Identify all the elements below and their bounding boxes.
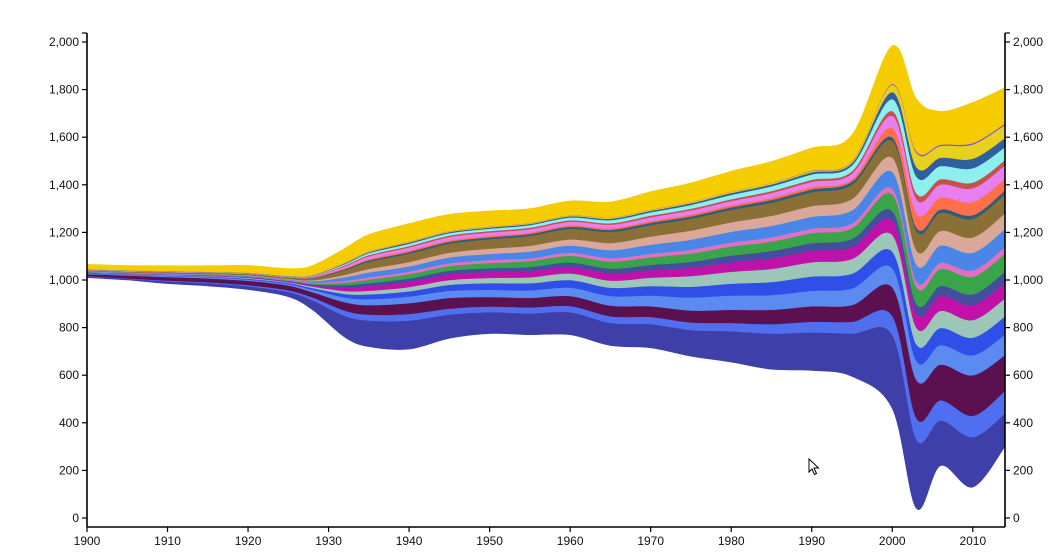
y-tick-label-left: 1,800 xyxy=(49,83,79,97)
x-axis: 1900 1910 1920 1930 1940 1950 1960 1970 1980 1990… xyxy=(74,526,1005,548)
y-tick-label-left: 1,000 xyxy=(49,273,79,287)
left-y-axis: 0 200 400 600 800 1,000 1,200 1,400 1,600 1,800 2,… xyxy=(49,32,88,527)
mouse-pointer-icon xyxy=(808,458,820,476)
y-tick-label-left: 2,000 xyxy=(49,35,79,49)
x-tick-label: 1970 xyxy=(637,534,664,548)
x-tick-label: 1930 xyxy=(315,534,342,548)
y-tick-label-right: 1,600 xyxy=(1013,130,1043,144)
y-tick-label-right: 0 xyxy=(1013,511,1020,525)
x-tick-label: 1950 xyxy=(476,534,503,548)
x-tick-label: 2010 xyxy=(959,534,986,548)
y-tick-label-right: 2,000 xyxy=(1013,35,1043,49)
x-tick-label: 1910 xyxy=(154,534,181,548)
y-tick-label-left: 600 xyxy=(59,368,79,382)
y-tick-label-left: 0 xyxy=(72,511,79,525)
y-tick-label-right: 1,800 xyxy=(1013,83,1043,97)
right-y-axis: 0 200 400 600 800 1,000 1,200 1,400 1,600 1,800 2,… xyxy=(1004,32,1043,527)
y-tick-label-left: 400 xyxy=(59,416,79,430)
x-tick-label: 1900 xyxy=(74,534,101,548)
x-tick-label: 1940 xyxy=(396,534,423,548)
x-tick-label: 2000 xyxy=(879,534,906,548)
y-tick-label-left: 800 xyxy=(59,321,79,335)
y-tick-label-right: 800 xyxy=(1013,321,1033,335)
y-tick-label-right: 1,000 xyxy=(1013,273,1043,287)
x-tick-label: 1990 xyxy=(798,534,825,548)
y-tick-label-left: 1,400 xyxy=(49,178,79,192)
y-tick-label-right: 1,400 xyxy=(1013,178,1043,192)
y-tick-label-right: 600 xyxy=(1013,368,1033,382)
y-tick-label-right: 400 xyxy=(1013,416,1033,430)
y-tick-label-right: 1,200 xyxy=(1013,225,1043,239)
y-tick-label-left: 200 xyxy=(59,463,79,477)
y-tick-label-right: 200 xyxy=(1013,463,1033,477)
y-tick-label-left: 1,200 xyxy=(49,225,79,239)
y-tick-label-left: 1,600 xyxy=(49,130,79,144)
x-tick-label: 1960 xyxy=(557,534,584,548)
stream-layers xyxy=(86,45,1006,510)
x-tick-label: 1920 xyxy=(235,534,262,548)
x-tick-label: 1980 xyxy=(718,534,745,548)
